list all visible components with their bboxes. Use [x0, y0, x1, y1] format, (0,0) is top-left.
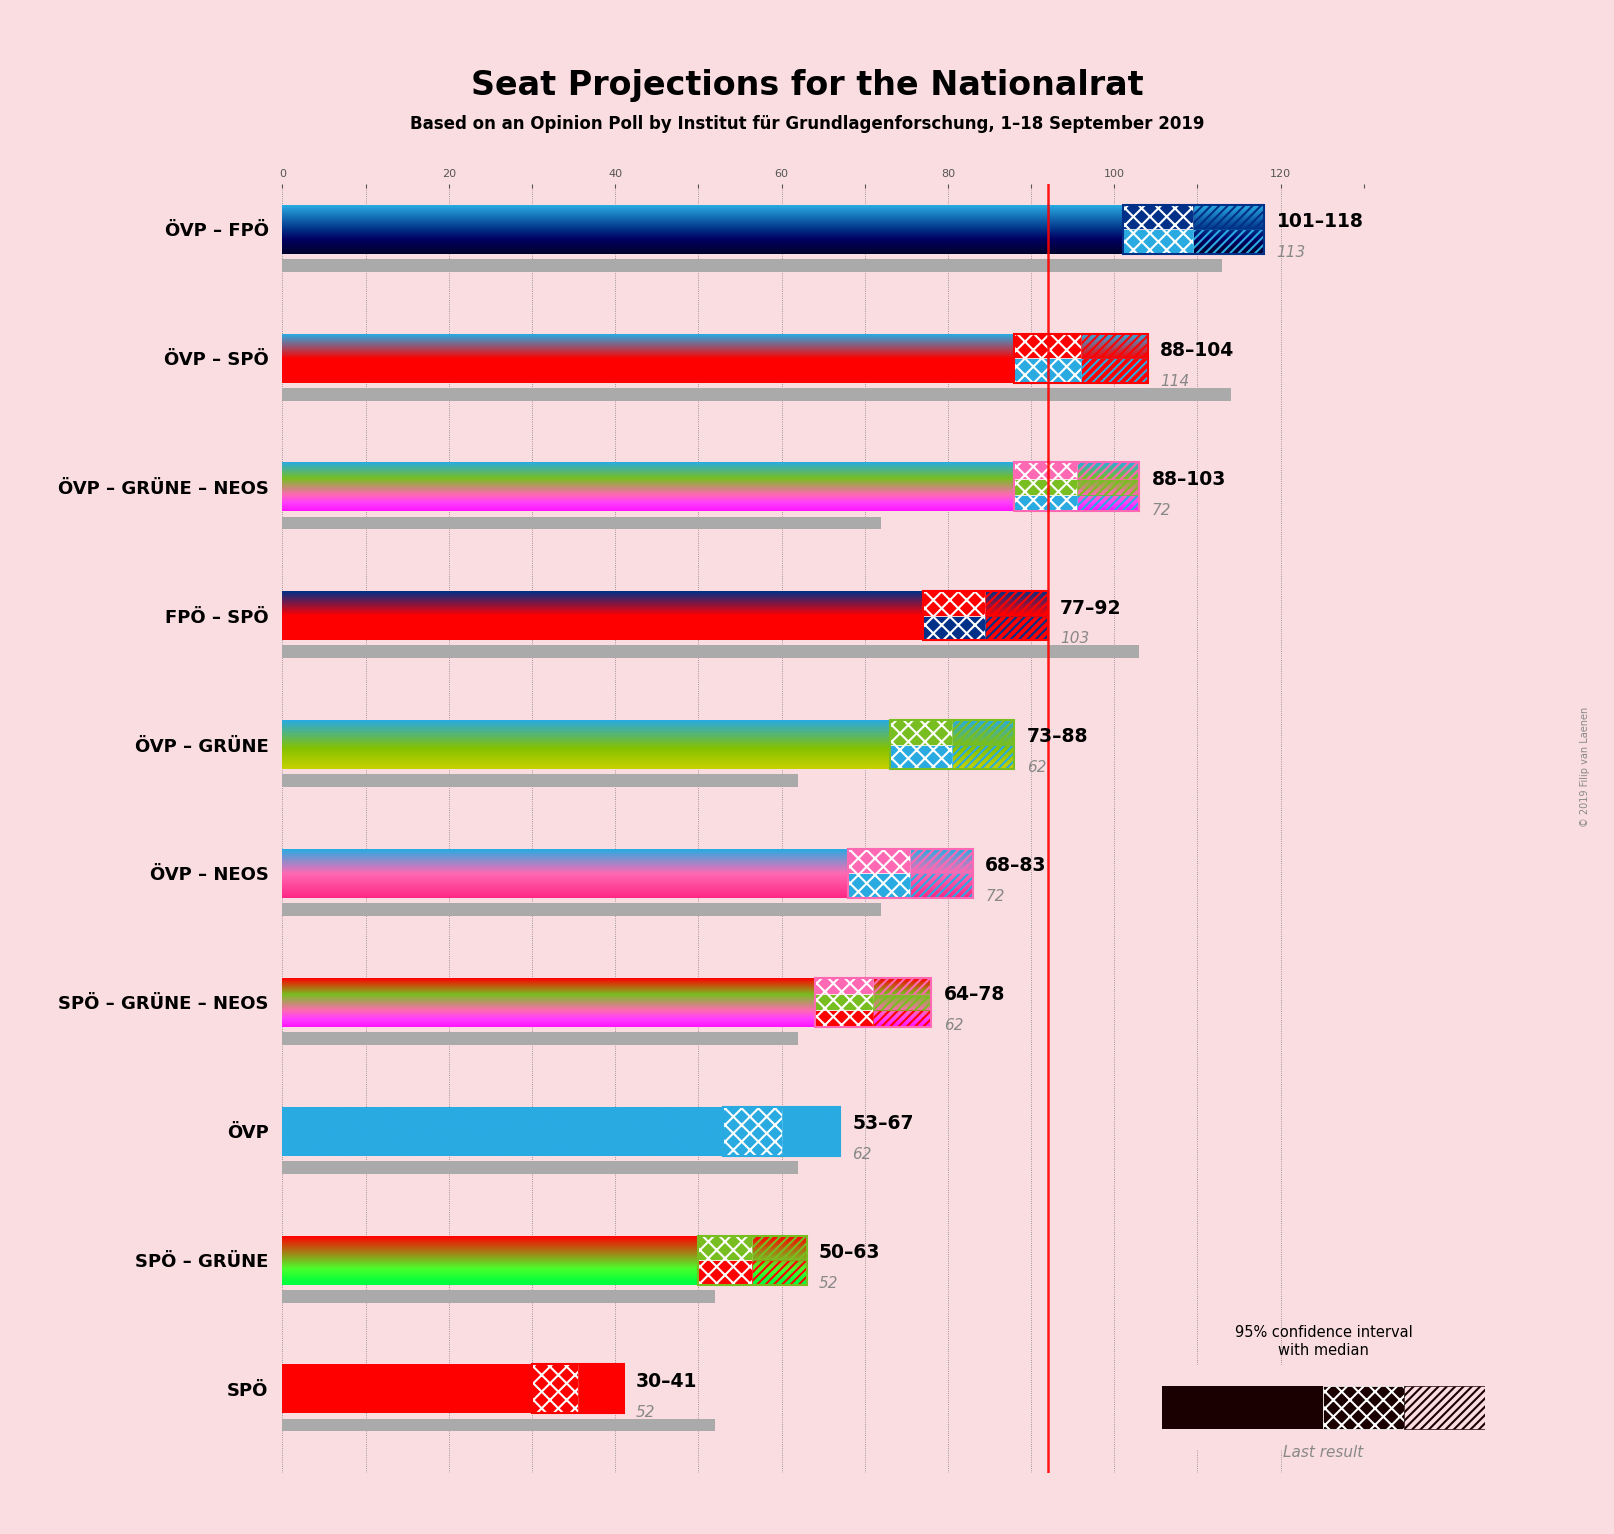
Bar — [752, 1259, 807, 1284]
Text: Last result: Last result — [1283, 1445, 1364, 1460]
Text: 52: 52 — [818, 1276, 839, 1290]
Bar — [723, 1106, 839, 1155]
Bar — [1081, 333, 1148, 357]
Bar — [1015, 479, 1077, 495]
Bar — [699, 1235, 752, 1259]
Bar — [699, 1235, 807, 1284]
Text: 64–78: 64–78 — [944, 985, 1006, 1005]
Bar — [1015, 333, 1081, 357]
Text: 30–41: 30–41 — [636, 1371, 697, 1391]
Bar — [533, 1364, 623, 1413]
Bar — [1162, 1387, 1323, 1428]
Bar — [889, 719, 1015, 769]
Text: 113: 113 — [1277, 245, 1306, 259]
Bar — [847, 873, 910, 897]
Bar — [1193, 229, 1264, 253]
Bar — [952, 719, 1015, 744]
Bar — [1077, 495, 1139, 511]
Bar — [1193, 204, 1264, 229]
Text: 50–63: 50–63 — [818, 1243, 881, 1262]
Bar — [282, 646, 1139, 658]
Bar — [723, 1106, 781, 1155]
Bar — [815, 977, 873, 994]
Text: 72: 72 — [1152, 503, 1172, 517]
Bar — [282, 775, 799, 787]
Text: 62: 62 — [1027, 761, 1046, 775]
Bar — [1123, 204, 1193, 229]
Bar — [923, 615, 985, 640]
Bar — [910, 848, 973, 873]
Text: 68–83: 68–83 — [985, 856, 1047, 876]
Bar — [282, 517, 881, 529]
Bar — [1123, 229, 1193, 253]
Bar — [815, 977, 931, 1026]
Bar — [282, 1032, 799, 1045]
Text: 52: 52 — [636, 1405, 655, 1419]
Bar — [873, 977, 931, 994]
Text: 114: 114 — [1160, 374, 1190, 388]
Text: 95% confidence interval
with median: 95% confidence interval with median — [1235, 1325, 1412, 1358]
Bar — [752, 1235, 807, 1259]
Bar — [282, 1290, 715, 1302]
Bar — [282, 1419, 715, 1431]
Bar — [1015, 495, 1077, 511]
Bar — [282, 388, 1231, 400]
Bar — [282, 904, 881, 916]
Text: 88–104: 88–104 — [1160, 341, 1235, 360]
Bar — [923, 591, 985, 615]
Bar — [985, 615, 1047, 640]
Text: 103: 103 — [1060, 632, 1089, 646]
Bar — [1077, 462, 1139, 479]
Text: 101–118: 101–118 — [1277, 212, 1364, 232]
Bar — [1015, 357, 1081, 382]
Bar — [847, 848, 973, 897]
Bar — [815, 1011, 873, 1026]
Bar — [1081, 357, 1148, 382]
Bar — [282, 1161, 799, 1174]
Text: 77–92: 77–92 — [1060, 598, 1122, 618]
Text: 72: 72 — [985, 890, 1006, 904]
Bar — [847, 848, 910, 873]
Bar — [985, 591, 1047, 615]
Bar — [533, 1364, 578, 1413]
Bar — [1404, 1387, 1485, 1428]
Bar — [889, 719, 952, 744]
Bar — [1323, 1387, 1404, 1428]
Text: Seat Projections for the Nationalrat: Seat Projections for the Nationalrat — [471, 69, 1143, 103]
Bar — [952, 744, 1015, 769]
Bar — [873, 994, 931, 1011]
Text: 53–67: 53–67 — [852, 1114, 914, 1134]
Text: © 2019 Filip van Laenen: © 2019 Filip van Laenen — [1580, 707, 1590, 827]
Text: 62: 62 — [944, 1019, 964, 1032]
Bar — [815, 994, 873, 1011]
Bar — [873, 1011, 931, 1026]
Bar — [1015, 333, 1148, 382]
Bar — [1015, 462, 1139, 511]
Bar — [923, 591, 1047, 640]
Bar — [1077, 479, 1139, 495]
Bar — [282, 259, 1222, 272]
Bar — [1015, 462, 1077, 479]
Text: 88–103: 88–103 — [1152, 469, 1227, 489]
Bar — [699, 1259, 752, 1284]
Bar — [1123, 204, 1264, 253]
Bar — [781, 1106, 839, 1155]
Text: 73–88: 73–88 — [1027, 727, 1088, 747]
Text: Based on an Opinion Poll by Institut für Grundlagenforschung, 1–18 September 201: Based on an Opinion Poll by Institut für… — [410, 115, 1204, 133]
Bar — [578, 1364, 623, 1413]
Text: 62: 62 — [852, 1147, 872, 1161]
Bar — [910, 873, 973, 897]
Bar — [889, 744, 952, 769]
